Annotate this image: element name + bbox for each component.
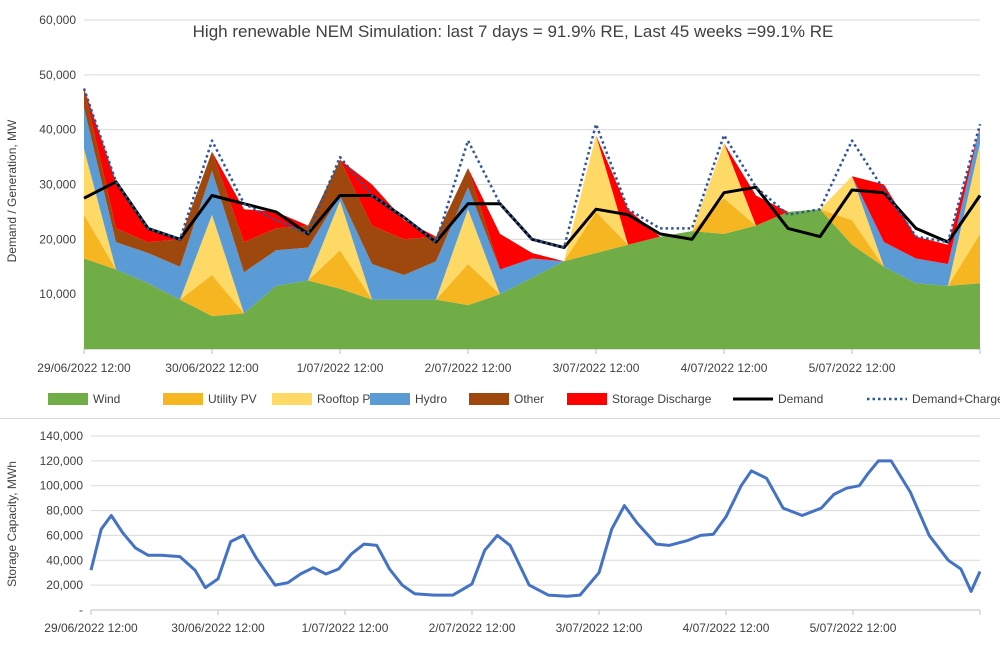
y-tick-label: 20,000 xyxy=(39,232,76,246)
x-tick-label: 29/06/2022 12:00 xyxy=(44,621,138,635)
gridlines xyxy=(90,435,981,615)
y-axis-ticks: 10,000 20,000 30,000 40,000 50,000 60,000 xyxy=(39,13,76,301)
x-tick-label: 3/07/2022 12:00 xyxy=(553,361,640,375)
y-tick-label: 30,000 xyxy=(39,178,76,192)
area-hydro xyxy=(84,107,980,314)
y-axis-label: Demand / Generation, MW xyxy=(5,119,19,262)
x-tick-label: 4/07/2022 12:00 xyxy=(683,621,770,635)
y-tick-label: - xyxy=(79,603,83,617)
x-tick-label: 3/07/2022 12:00 xyxy=(556,621,643,635)
area-other xyxy=(84,88,980,275)
legend-item-rooftop-pv: Rooftop PV xyxy=(272,392,378,406)
y-tick-label: 60,000 xyxy=(46,528,83,542)
legend-label: Wind xyxy=(93,392,120,406)
legend: Wind Utility PV Rooftop PV Hydro Other Storag… xyxy=(48,392,1000,406)
legend-swatch xyxy=(272,393,312,405)
demand-lines xyxy=(82,88,982,250)
legend-label: Other xyxy=(514,392,544,406)
area-wind xyxy=(84,209,980,349)
storage-chart: - 20,000 40,000 60,000 80,000 100,000 120,000 1… xyxy=(5,429,982,635)
stacked-areas xyxy=(84,88,980,349)
legend-label: Storage Discharge xyxy=(612,392,712,406)
x-tick-label: 29/06/2022 12:00 xyxy=(37,361,131,375)
y-tick-label: 140,000 xyxy=(40,429,84,443)
legend-swatch xyxy=(48,393,88,405)
x-axis-ticks: 29/06/2022 12:00 30/06/2022 12:00 1/07/202… xyxy=(44,621,896,635)
legend-item-utility-pv: Utility PV xyxy=(163,392,257,406)
x-tick-label: 1/07/2022 12:00 xyxy=(302,621,389,635)
x-tick-label: 2/07/2022 12:00 xyxy=(429,621,516,635)
legend-swatch xyxy=(163,393,203,405)
x-tick-label: 4/07/2022 12:00 xyxy=(681,361,768,375)
legend-item-demand: Demand xyxy=(733,392,823,406)
legend-label: Hydro xyxy=(415,392,447,406)
y-axis-label: Storage Capacity, MWh xyxy=(5,461,19,587)
legend-swatch xyxy=(469,393,509,405)
y-tick-label: 80,000 xyxy=(46,504,83,518)
y-tick-label: 100,000 xyxy=(40,479,84,493)
y-tick-label: 20,000 xyxy=(46,578,83,592)
legend-label: Demand xyxy=(778,392,823,406)
legend-item-hydro: Hydro xyxy=(370,392,447,406)
storage-capacity-line xyxy=(89,459,982,598)
y-tick-label: 10,000 xyxy=(39,287,76,301)
x-tick-label: 5/07/2022 12:00 xyxy=(809,361,896,375)
y-tick-label: 40,000 xyxy=(39,123,76,137)
storage-line xyxy=(89,459,982,598)
x-tick-label: 30/06/2022 12:00 xyxy=(165,361,259,375)
x-tick-label: 30/06/2022 12:00 xyxy=(171,621,265,635)
legend-item-other: Other xyxy=(469,392,544,406)
legend-item-wind: Wind xyxy=(48,392,120,406)
legend-item-demand-charge: Demand+Charge xyxy=(867,392,1000,406)
y-tick-label: 120,000 xyxy=(40,454,84,468)
legend-swatch xyxy=(567,393,607,405)
legend-label: Demand+Charge xyxy=(912,392,1000,406)
legend-item-storage-discharge: Storage Discharge xyxy=(567,392,712,406)
x-tick-label: 1/07/2022 12:00 xyxy=(297,361,384,375)
area-storage-discharge xyxy=(84,88,980,270)
x-tick-label: 5/07/2022 12:00 xyxy=(810,621,897,635)
chart-title: High renewable NEM Simulation: last 7 da… xyxy=(193,22,834,41)
y-tick-label: 60,000 xyxy=(39,13,76,27)
line-demand xyxy=(83,180,982,250)
legend-swatch xyxy=(370,393,410,405)
legend-label: Rooftop PV xyxy=(317,392,378,406)
panel-divider xyxy=(0,418,1000,419)
legend-label: Utility PV xyxy=(208,392,257,406)
y-tick-label: 40,000 xyxy=(46,553,83,567)
x-tick-label: 2/07/2022 12:00 xyxy=(425,361,512,375)
y-axis-ticks: - 20,000 40,000 60,000 80,000 100,000 120,000 1… xyxy=(40,429,84,617)
generation-chart: 10,000 20,000 30,000 40,000 50,000 60,000 29/… xyxy=(5,13,1000,406)
x-axis-ticks: 29/06/2022 12:00 30/06/2022 12:00 1/07/202… xyxy=(37,361,895,375)
y-tick-label: 50,000 xyxy=(39,68,76,82)
